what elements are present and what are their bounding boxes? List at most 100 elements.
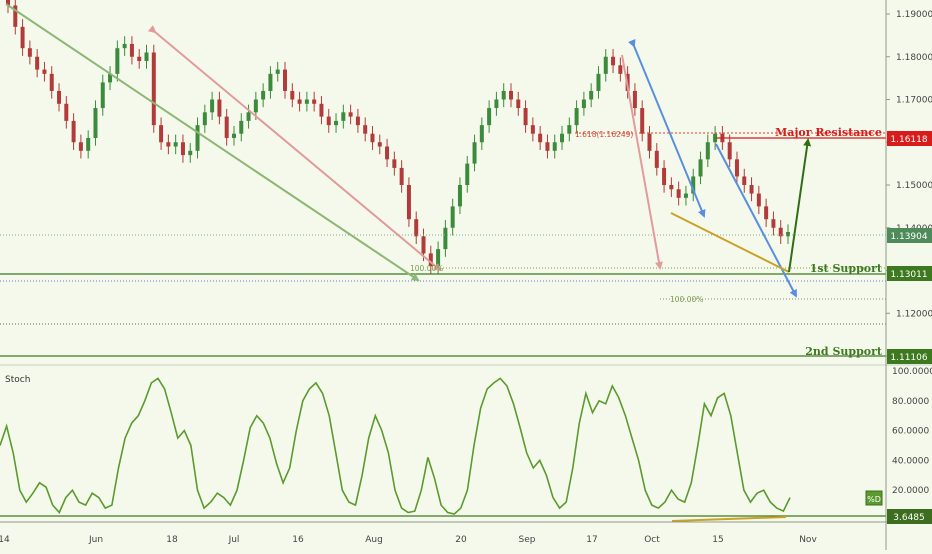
candle-body [355, 116, 360, 126]
candle-body [406, 185, 411, 220]
stoch-tick-label: 20.0000 [892, 486, 929, 496]
candle-body [20, 26, 25, 49]
time-tick-label: 18 [166, 535, 178, 545]
stoch-divergence-line [671, 516, 787, 522]
current-stoch-tag-bg [887, 509, 932, 524]
level-label: Major Resistance [775, 126, 882, 139]
candle-body [35, 56, 40, 70]
candle-body [268, 73, 273, 91]
stoch-axis[interactable]: 100.0000 80.0000 60.0000 40.0000 20.0000 [892, 367, 932, 496]
candle-body [202, 112, 207, 126]
candle-body [567, 125, 572, 134]
stoch-tick-label: 40.0000 [892, 456, 929, 466]
level-price-tag: 1.11106 [890, 353, 927, 363]
candle-body [304, 99, 309, 104]
candle-body [560, 133, 565, 143]
level-label: 1st Support [810, 262, 883, 275]
time-tick-label: Jul [228, 535, 240, 545]
candle-body [742, 176, 747, 185]
time-tick-label: Jun [88, 535, 103, 545]
candle-body [297, 99, 302, 104]
candle-body [589, 90, 594, 100]
candle-body [574, 108, 579, 126]
candle-body [49, 73, 54, 91]
candle-body [253, 99, 258, 113]
candle-body [71, 120, 76, 143]
candle-body [508, 90, 513, 100]
level-price-tag: 1.16118 [890, 135, 927, 145]
candle-body [683, 193, 688, 198]
candle-body [363, 125, 368, 134]
candle-body [290, 90, 295, 100]
candle-body [166, 142, 171, 147]
current-stoch-tag: 3.6485 [893, 513, 925, 523]
stochastic-series [0, 377, 886, 522]
candle-body [283, 69, 288, 91]
candle-body [399, 167, 404, 185]
candle-body [180, 142, 185, 156]
candle-body [465, 163, 470, 185]
candle-body [129, 43, 134, 57]
candle-body [764, 206, 769, 220]
time-tick-label: 17 [586, 535, 597, 545]
candle-body [487, 108, 492, 126]
candle-body [100, 82, 105, 109]
chart-drawings [0, 3, 886, 357]
time-tick-label: 16 [292, 535, 304, 545]
price-tick-label: 1.15000 [896, 181, 932, 191]
candle-body [443, 227, 448, 250]
candle-body [530, 125, 535, 134]
target-arrow [788, 138, 812, 273]
price-tick-label: 1.17000 [896, 96, 932, 106]
candle-body [494, 99, 499, 109]
candle-body [676, 189, 681, 198]
stoch-line [0, 377, 791, 515]
candle-body [756, 193, 761, 207]
time-tick-label: Sep [519, 535, 536, 545]
time-tick-label: 15 [712, 535, 723, 545]
candle-body [275, 69, 280, 74]
candle-body [581, 99, 586, 109]
trend-arrow [147, 25, 442, 272]
candle-body [647, 133, 652, 151]
time-tick-label: Nov [799, 535, 817, 545]
price-tick-label: 1.19000 [896, 10, 932, 20]
candle-body [472, 142, 477, 164]
candle-body [86, 137, 91, 151]
fib-label-1618: 1.618(1.16249) [575, 130, 633, 139]
candle-body [479, 125, 484, 143]
candle-body [27, 48, 32, 57]
candle-body [188, 150, 193, 156]
candle-body [159, 125, 164, 143]
candle-body [705, 142, 710, 160]
candle-body [173, 142, 178, 147]
candle-body [603, 56, 608, 74]
candle-body [246, 112, 251, 121]
time-axis[interactable]: 14 Jun 18 Jul 16 Aug 20 Sep 17 Oct 15 Nov [0, 535, 817, 545]
stoch-label: Stoch [5, 375, 30, 385]
candle-body [669, 185, 674, 190]
stoch-tick-label: 60.0000 [892, 427, 929, 437]
candle-body [698, 159, 703, 177]
candle-body [545, 142, 550, 151]
candle-body [370, 133, 375, 143]
candle-body [231, 133, 236, 138]
current-price-tag: 1.13904 [890, 232, 927, 242]
candle-body [654, 150, 659, 168]
time-tick-label: Oct [644, 535, 660, 545]
candle-body [261, 90, 266, 100]
candle-body [341, 112, 346, 121]
candle-body [596, 73, 601, 91]
candle-body [749, 185, 754, 194]
candle-body [57, 90, 62, 104]
candle-body [414, 219, 419, 237]
candle-body [93, 108, 98, 138]
candle-body [640, 108, 645, 134]
price-tick-label: 1.12000 [896, 309, 932, 319]
candle-body [516, 99, 521, 109]
candle-body [786, 232, 790, 237]
series-tag: %D [867, 495, 881, 504]
stoch-tick-label: 100.0000 [892, 367, 932, 377]
